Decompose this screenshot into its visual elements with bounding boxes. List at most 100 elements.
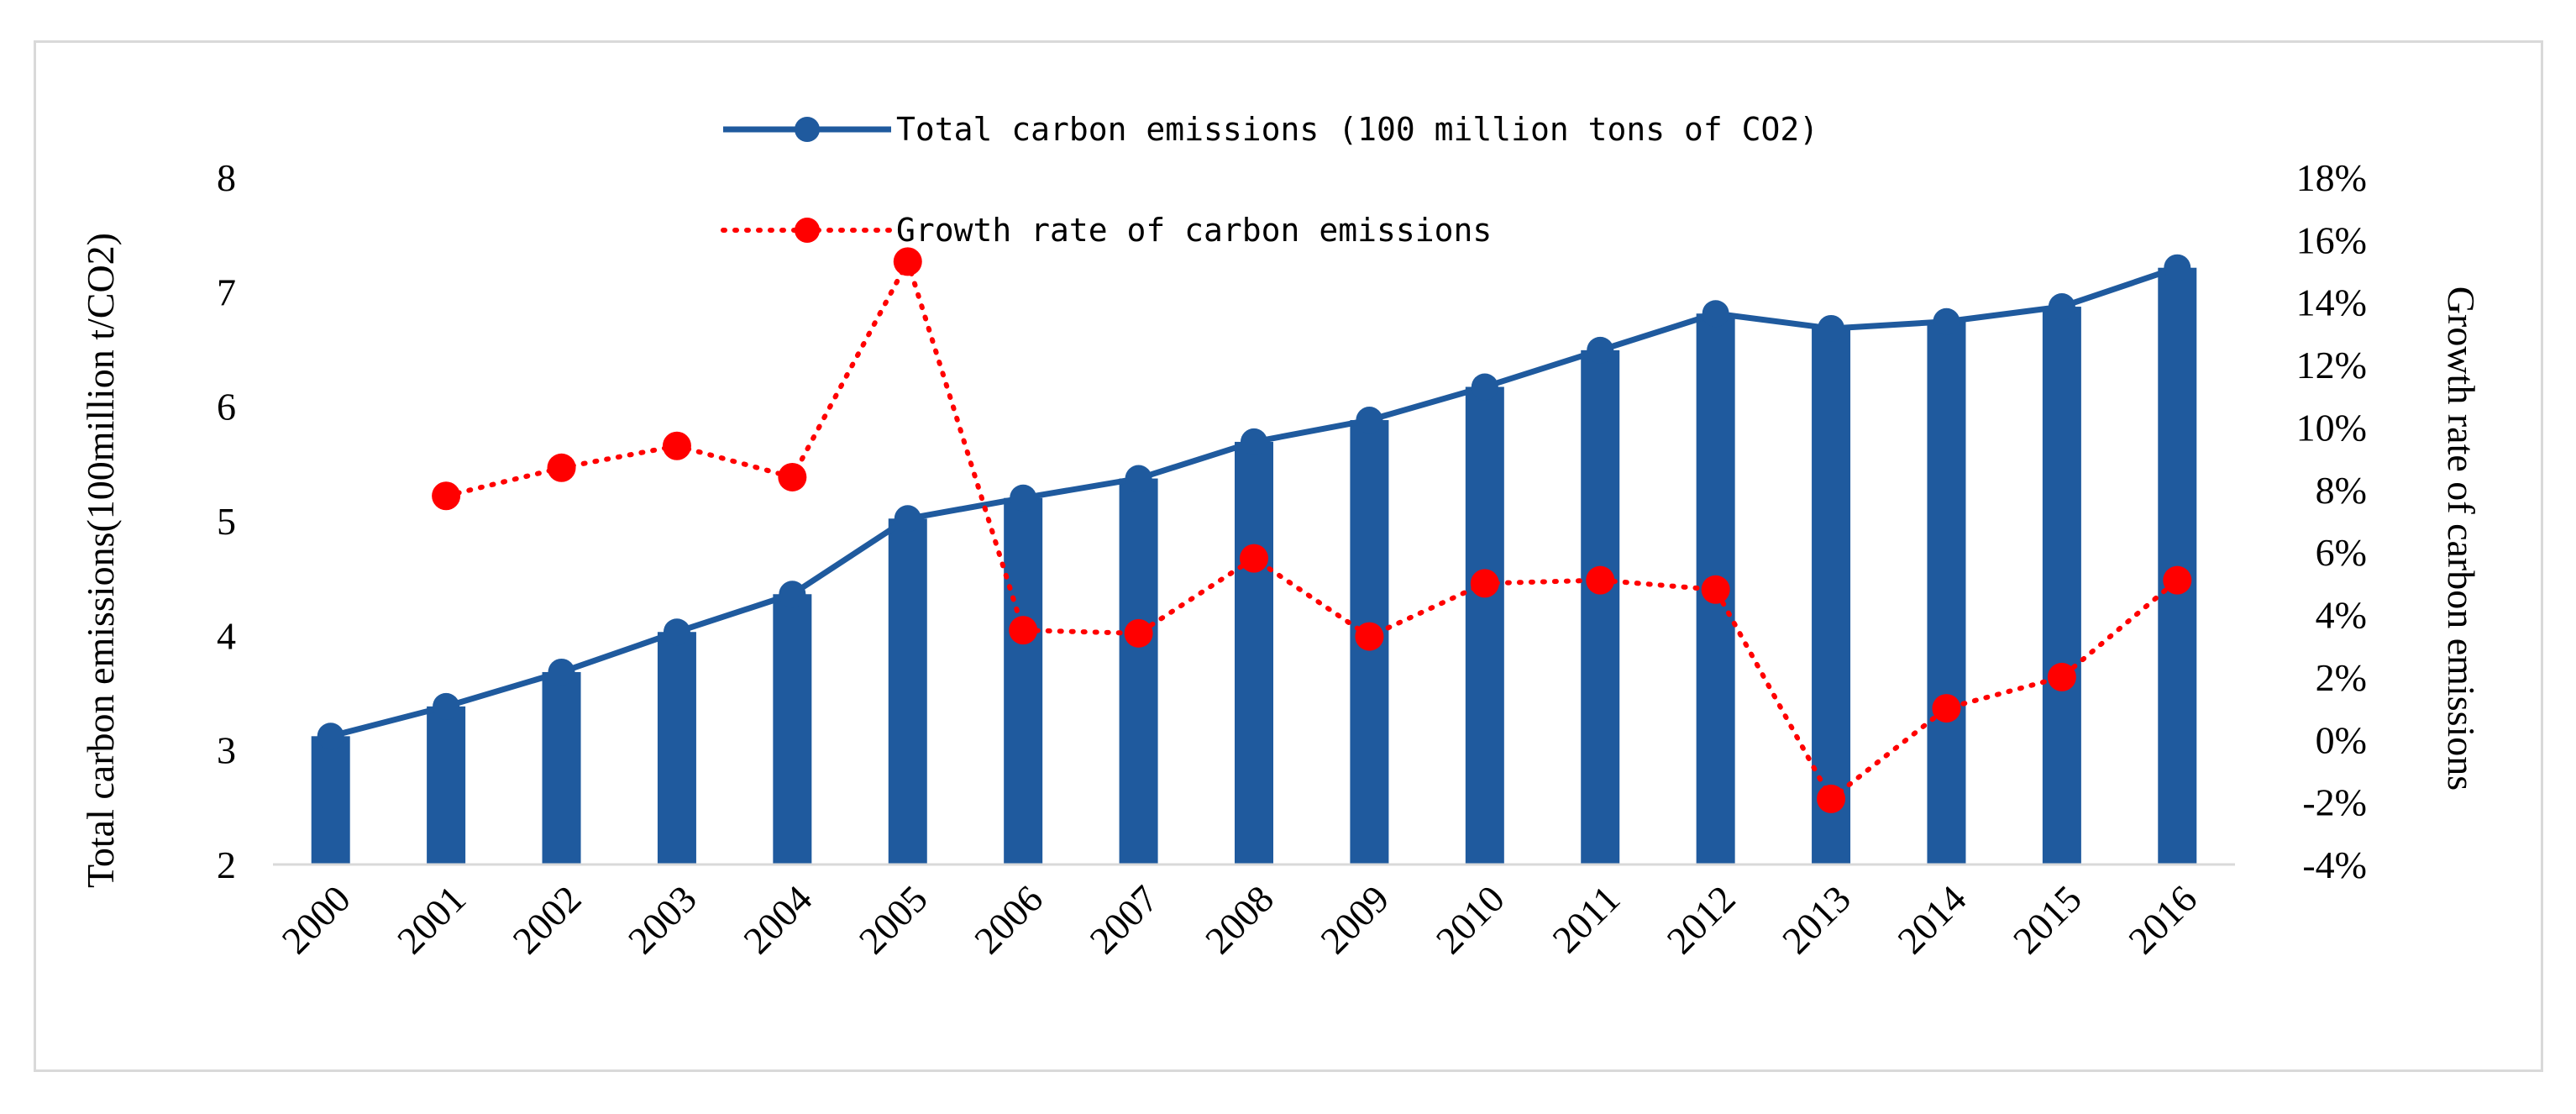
x-tick-label: 2016 [2120,877,2205,962]
emissions-bar-2014 [1927,321,1966,864]
x-tick-label: 2000 [274,877,359,962]
x-tick-label: 2014 [1889,877,1974,962]
y-tick-label: 4 [217,614,236,657]
y-axis-title: Total carbon emissions(100million t/CO2) [79,233,122,888]
y2-tick-label: 8% [2316,469,2367,512]
emissions-bar-2013 [1812,328,1851,865]
x-tick-label: 2009 [1312,877,1397,962]
x-tick-label: 2008 [1197,877,1282,962]
emissions-bar-2001 [427,706,466,864]
y2-axis-title: Growth rate of carbon emissions [2440,286,2483,791]
y-tick-label: 8 [217,156,236,199]
emissions-point-2016 [2164,254,2191,281]
emissions-bar-2011 [1581,349,1620,864]
legend-growth-label: Growth rate of carbon emissions [896,212,1492,249]
emissions-bar-2006 [1004,497,1043,864]
emissions-point-2014 [1933,307,1960,335]
growth-point-2001 [432,481,461,511]
emissions-bar-2004 [773,594,812,864]
legend: Total carbon emissions (100 million tons… [721,111,1818,249]
growth-point-2004 [778,462,807,491]
y2-tick-label: 10% [2296,406,2367,449]
growth-point-2010 [1470,569,1499,598]
growth-rate-markers [432,247,2192,813]
y2-tick-label: 14% [2296,281,2367,324]
emissions-bar-2003 [657,632,696,864]
emissions-point-2004 [779,581,806,608]
x-tick-label: 2010 [1428,877,1513,962]
growth-rate-line [443,255,2180,803]
x-tick-label: 2007 [1082,877,1167,962]
growth-point-2005 [893,247,922,276]
x-tick-label: 2003 [620,877,705,962]
emissions-point-2008 [1241,428,1267,455]
legend-item-emissions: Total carbon emissions (100 million tons… [723,111,1818,148]
growth-point-2015 [2047,662,2076,691]
x-tick-label: 2011 [1544,877,1628,961]
legend-growth-marker [795,218,820,243]
emissions-bars [311,267,2197,865]
growth-point-2012 [1701,575,1730,604]
x-axis-ticks: 2000 2001 2002 2003 2004 2005 2006 2007 2008 2009… [274,877,2206,962]
emissions-point-2002 [548,658,575,686]
y2-tick-label: 0% [2316,718,2367,761]
emissions-point-2005 [894,505,921,533]
x-tick-label: 2013 [1774,877,1859,962]
emissions-point-2011 [1587,336,1614,364]
emissions-point-2007 [1125,465,1152,492]
growth-point-2011 [1586,565,1615,595]
y2-tick-label: 16% [2296,218,2367,261]
x-tick-label: 2015 [2005,877,2090,962]
x-tick-label: 2005 [851,877,936,962]
growth-point-2002 [547,453,576,482]
y2-tick-label: 2% [2316,656,2367,699]
emissions-markers [317,254,2191,750]
growth-point-2007 [1124,618,1153,648]
y2-axis-ticks: -4% -2% 0% 2% 4% 6% 8% 10% 12% 14% 16% 18% [2296,156,2367,886]
y2-tick-label: -4% [2302,843,2367,886]
y2-tick-label: 18% [2296,156,2367,199]
y-tick-label: 6 [217,386,236,428]
emissions-point-2001 [433,692,460,720]
emissions-point-2009 [1356,407,1383,434]
emissions-point-2015 [2048,293,2075,321]
y-tick-label: 2 [217,843,236,886]
x-tick-label: 2012 [1659,877,1744,962]
growth-point-2009 [1355,622,1384,651]
y-tick-label: 3 [217,729,236,772]
emissions-bar-2008 [1235,441,1273,864]
x-tick-label: 2004 [735,877,820,962]
emissions-point-2003 [663,618,690,646]
x-tick-label: 2002 [504,877,589,962]
emissions-bar-2015 [2042,307,2081,865]
x-tick-label: 2006 [966,877,1051,962]
emissions-bar-2000 [311,736,350,864]
y2-tick-label: 12% [2296,344,2367,386]
emissions-point-2006 [1010,484,1037,512]
growth-point-2016 [2163,565,2192,595]
emissions-bar-2010 [1465,386,1504,864]
y-axis-ticks: 2 3 4 5 6 7 8 [217,156,236,886]
legend-item-growth: Growth rate of carbon emissions [721,212,1492,249]
growth-point-2003 [662,431,691,460]
emissions-point-2010 [1471,373,1498,401]
y2-tick-label: 4% [2316,594,2367,637]
growth-point-2006 [1009,616,1038,645]
growth-point-2008 [1240,544,1268,573]
y2-tick-label: 6% [2316,531,2367,574]
y-tick-label: 7 [217,271,236,313]
y-tick-label: 5 [217,500,236,543]
growth-point-2014 [1932,694,1961,723]
emissions-point-2013 [1818,314,1845,342]
x-tick-label: 2001 [389,877,474,962]
growth-point-2013 [1817,784,1846,813]
emissions-bar-2002 [542,671,581,864]
emissions-point-2000 [317,723,344,750]
emissions-point-2012 [1702,300,1729,328]
legend-emissions-marker [795,117,820,142]
emissions-bar-2007 [1119,478,1158,864]
emissions-bar-2005 [888,518,927,864]
legend-emissions-label: Total carbon emissions (100 million tons… [896,111,1818,148]
